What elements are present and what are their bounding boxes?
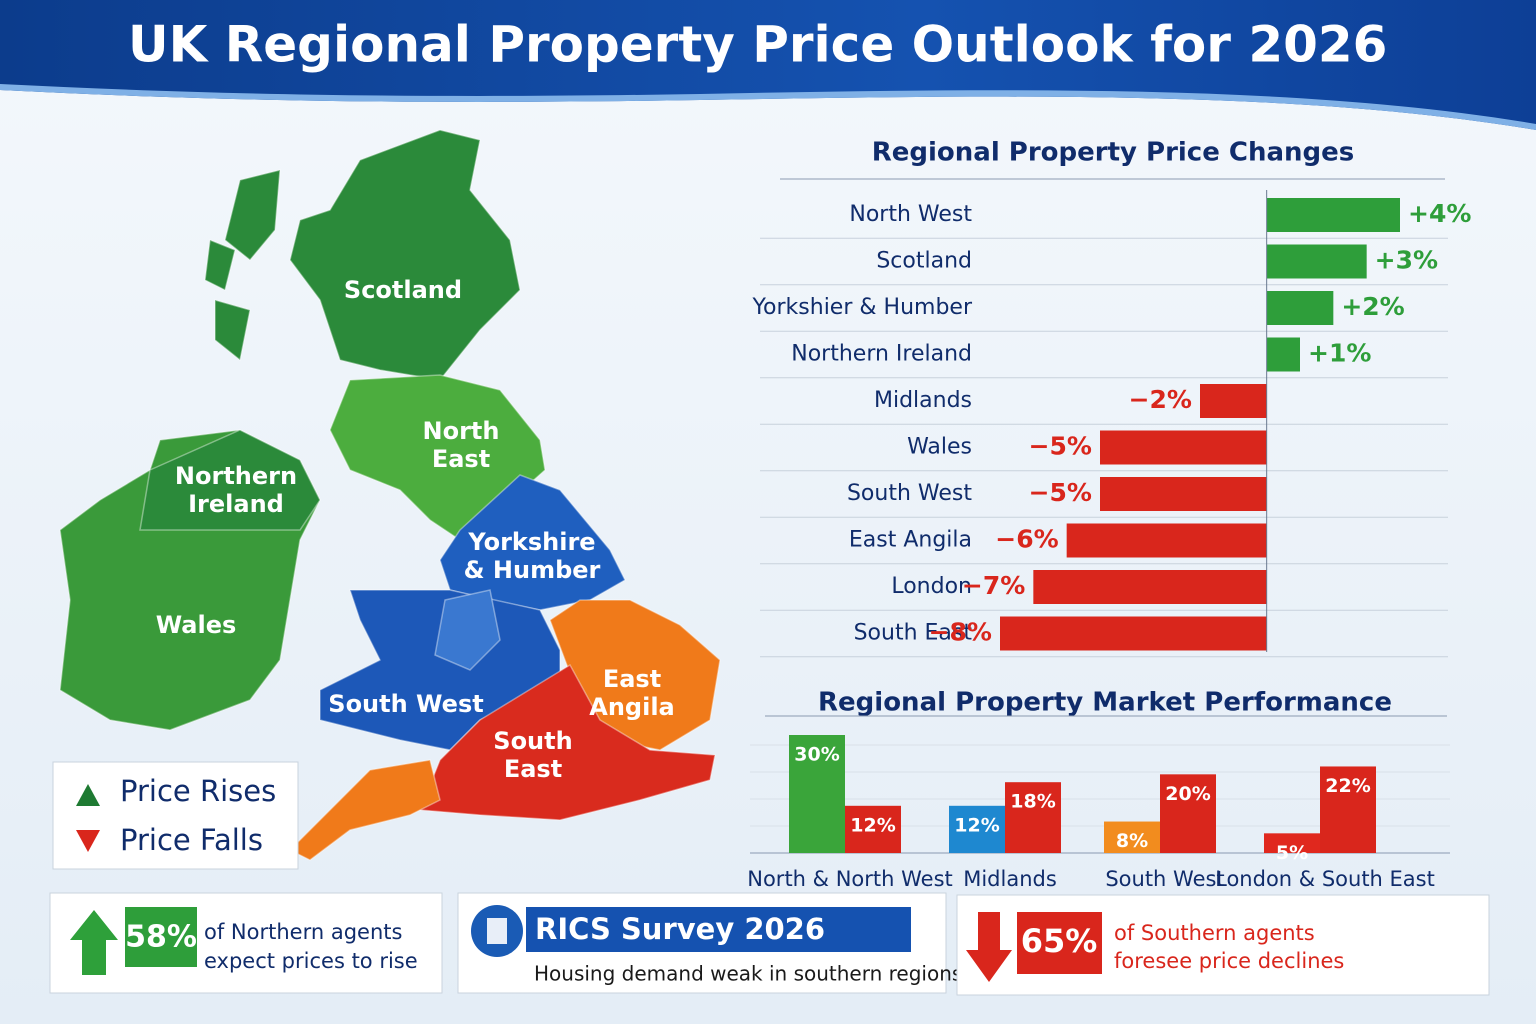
region-south-west-peninsula — [288, 759, 441, 861]
region-scotland — [289, 129, 521, 381]
callout-heading: RICS Survey 2026 — [535, 912, 825, 946]
value-label: +1% — [1308, 339, 1371, 368]
map-label: & Humber — [464, 556, 601, 584]
callout-box — [49, 892, 443, 994]
legend-box — [52, 761, 299, 870]
price-change-chart: North West +4% Scotland +3% Yorkshier & Humb… — [752, 190, 1471, 658]
map-label: Scotland — [344, 276, 462, 304]
x-tick-label: Midlands — [963, 867, 1057, 891]
bar — [789, 735, 845, 853]
region-northern-ireland — [139, 429, 321, 531]
map-label: East — [504, 755, 562, 783]
value-label: 22% — [1325, 775, 1370, 797]
legend-label: Price Falls — [120, 823, 263, 857]
value-label: −2% — [1129, 385, 1192, 414]
value-label: +3% — [1375, 246, 1438, 275]
value-label: 12% — [850, 814, 895, 836]
bar — [1005, 782, 1061, 853]
bar — [1266, 244, 1367, 279]
map-label: North — [423, 417, 500, 445]
map-label: Northern — [175, 462, 297, 490]
map-label: South West — [328, 690, 483, 718]
region-islands — [204, 169, 281, 362]
legend-marker — [76, 784, 100, 806]
callout-text: foresee price declines — [1114, 949, 1344, 973]
value-label: +4% — [1408, 199, 1471, 228]
callout-text: expect prices to rise — [204, 949, 418, 973]
page-title: UK Regional Property Price Outlook for 2… — [128, 16, 1387, 74]
bar — [845, 805, 901, 853]
value-label: 5% — [1276, 842, 1308, 864]
region-midlands — [434, 589, 501, 671]
value-label: 8% — [1116, 830, 1148, 852]
bar — [1033, 570, 1267, 604]
bar — [1104, 821, 1160, 853]
map-label: East — [432, 445, 490, 473]
bar — [1160, 774, 1216, 853]
value-label: −8% — [929, 618, 992, 647]
figure-box — [1017, 912, 1102, 974]
callout-text: of Northern agents — [204, 920, 402, 944]
value-label: 12% — [954, 814, 999, 836]
value-label: 18% — [1010, 791, 1055, 813]
value-label: 30% — [794, 744, 839, 766]
bar — [1266, 337, 1300, 372]
header-wave — [0, 84, 1536, 130]
down-arrow — [966, 912, 1012, 982]
value-label: −6% — [995, 525, 1058, 554]
category-label: London — [891, 574, 972, 599]
category-label: Midlands — [874, 388, 972, 413]
value-label: 20% — [1165, 783, 1210, 805]
bar — [1000, 616, 1267, 651]
map-labels: ScotlandNorthEastNorthernIrelandWalesYor… — [156, 276, 675, 783]
bar — [1066, 523, 1267, 558]
value-label: −7% — [962, 571, 1025, 600]
map-label: East — [603, 665, 661, 693]
bar — [1266, 291, 1334, 325]
category-label: Yorkshier & Humber — [752, 295, 973, 320]
performance-chart: North & North West 30% 12% Midlands 12% 18% So… — [747, 735, 1435, 891]
x-tick-label: London & South East — [1215, 867, 1435, 891]
value-label: +2% — [1341, 292, 1404, 321]
callout-figure: 58% — [125, 920, 197, 955]
map — [59, 129, 721, 861]
map-label: Ireland — [188, 490, 284, 518]
category-label: Scotland — [876, 249, 972, 274]
category-label: North West — [849, 202, 972, 227]
x-tick-label: South West — [1105, 867, 1224, 891]
bar — [1264, 833, 1320, 853]
x-tick-label: North & North West — [747, 867, 953, 891]
map-label: South — [493, 727, 572, 755]
category-label: South West — [847, 481, 972, 506]
category-label: South East — [854, 621, 973, 646]
chart-title: Regional Property Price Changes — [872, 138, 1355, 168]
map-label: Angila — [589, 693, 675, 721]
category-label: East Angila — [849, 528, 972, 553]
category-label: Wales — [907, 435, 972, 460]
bar — [1100, 477, 1267, 511]
legend-label: Price Rises — [120, 774, 276, 808]
map-label: Yorkshire — [467, 528, 595, 556]
survey-icon-doc — [487, 918, 507, 944]
legend-marker — [76, 830, 100, 852]
category-label: Northern Ireland — [791, 342, 972, 367]
bar — [1266, 198, 1400, 232]
chart-title: Regional Property Market Performance — [818, 688, 1392, 718]
callout-figure: 65% — [1021, 922, 1098, 960]
bar — [949, 805, 1005, 853]
map-label: Wales — [156, 611, 237, 639]
figure-box — [125, 907, 197, 967]
callout-text: of Southern agents — [1114, 921, 1315, 945]
bar — [1320, 766, 1376, 853]
value-label: −5% — [1029, 478, 1092, 507]
heading-bar — [526, 907, 911, 952]
up-arrow — [70, 910, 118, 975]
bar — [1200, 384, 1267, 418]
callout-text: Housing demand weak in southern regions. — [534, 962, 969, 986]
bar — [1100, 430, 1267, 465]
value-label: −5% — [1029, 432, 1092, 461]
